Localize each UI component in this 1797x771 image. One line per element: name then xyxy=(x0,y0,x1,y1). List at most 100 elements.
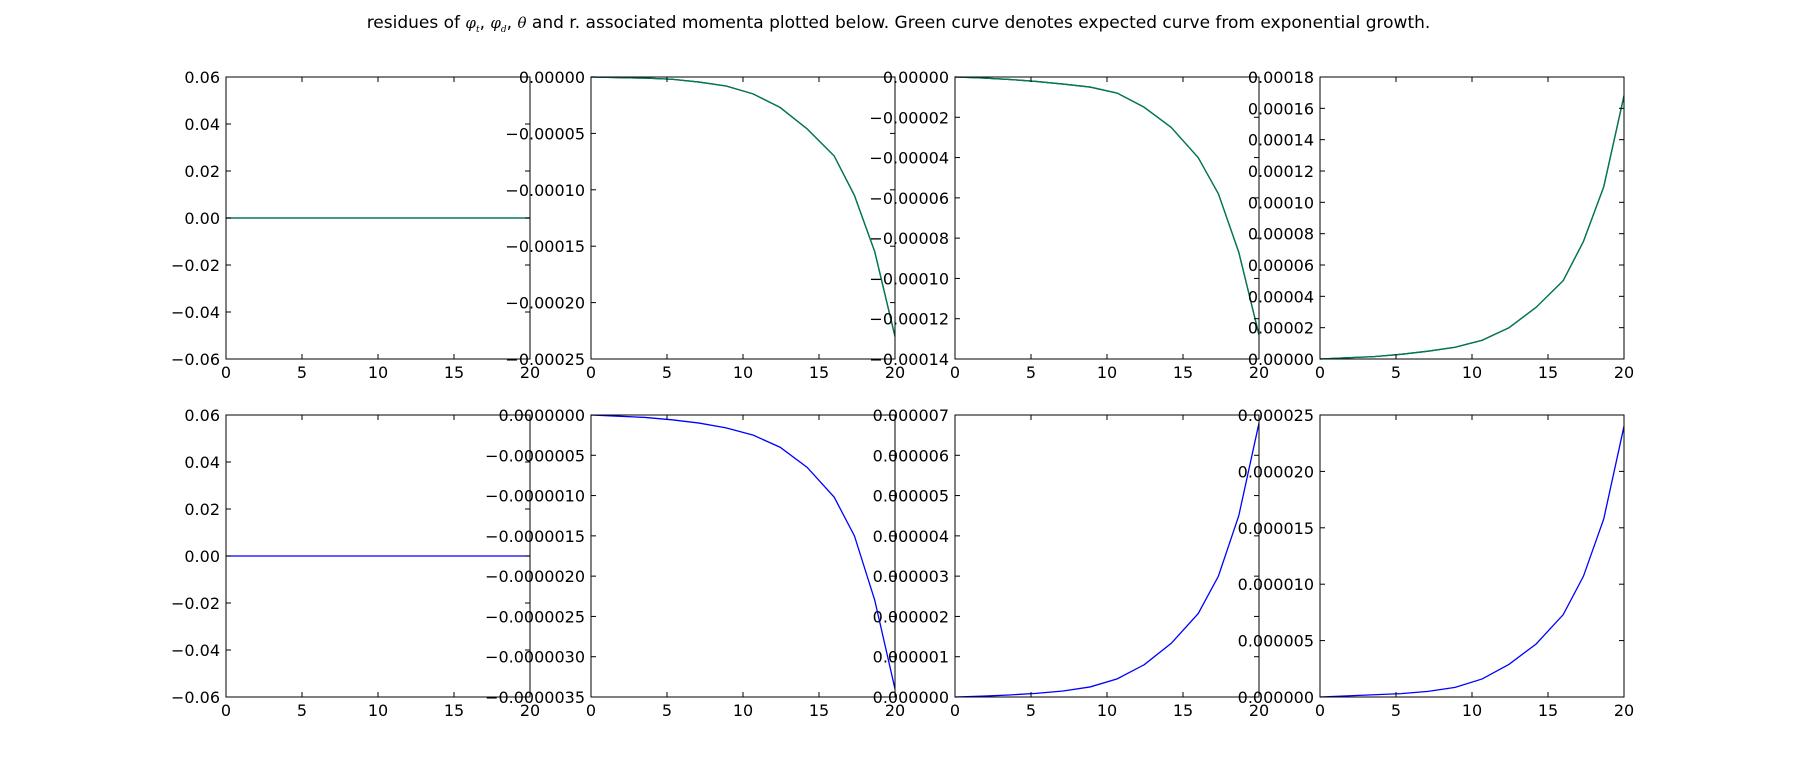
figure-title: residues of φt, φd, θ and r. associated … xyxy=(0,13,1797,35)
y-tick-label: 0.000025 xyxy=(1238,406,1314,425)
y-tick-label: −0.00008 xyxy=(869,229,949,248)
subplot-r0-c2: 0 5 10 15 20−0.00014−0.00012−0.00010−0.00008… xyxy=(869,68,1269,382)
x-tick-label: 0 xyxy=(950,701,960,720)
series-line xyxy=(955,76,1259,335)
y-tick-label: 0.00014 xyxy=(1248,131,1314,150)
plot-background xyxy=(1320,415,1624,697)
subplot-r0-c1: 0 5 10 15 20 −0.00025 −0.00020 −0.00015 −0.00010… xyxy=(505,68,905,382)
x-tick-label: 0 xyxy=(1315,363,1325,382)
series-line xyxy=(1320,426,1624,698)
y-tick-label: 0.000007 xyxy=(873,406,949,425)
x-tick-label: 0 xyxy=(586,701,596,720)
y-tick-label: −0.0000030 xyxy=(485,648,585,667)
plot-background xyxy=(955,77,1259,359)
x-tick-label: 5 xyxy=(1391,363,1401,382)
x-tick-label: 0 xyxy=(950,363,960,382)
x-tick-label: 10 xyxy=(733,363,753,382)
y-tick-label: 0.00016 xyxy=(1248,99,1314,118)
title-prefix: residues of xyxy=(366,13,466,33)
phi-symbol: φt xyxy=(465,14,480,35)
x-tick-label: 15 xyxy=(444,363,464,382)
x-tick-label: 0 xyxy=(221,363,231,382)
subplot-r1-c0: 0 5 10 15 20 −0.06 −0.04 −0.02 0.00 0.02 0.04 0.06 xyxy=(171,406,540,720)
plot-background xyxy=(591,415,895,697)
x-tick-label: 5 xyxy=(662,363,672,382)
y-tick-label: −0.00010 xyxy=(869,269,949,288)
x-tick-label: 10 xyxy=(1462,363,1482,382)
y-tick-label: 0.000000 xyxy=(873,688,949,707)
y-tick-label: −0.00004 xyxy=(869,149,949,168)
series-line xyxy=(591,414,895,690)
x-tick-label: 20 xyxy=(885,701,905,720)
y-tick-label: −0.0000025 xyxy=(485,607,585,626)
y-tick-label: −0.0000010 xyxy=(485,487,585,506)
x-tick-label: 5 xyxy=(1391,701,1401,720)
y-tick-label: 0.000004 xyxy=(873,527,949,546)
subplot-r1-c3: 0 5 10 15 200.0000000.0000050.0000100.000015… xyxy=(1238,406,1635,720)
x-tick-label: 10 xyxy=(1462,701,1482,720)
title-separator: , xyxy=(479,13,491,33)
y-tick-label: −0.00020 xyxy=(505,294,585,313)
y-tick-label: 0.000005 xyxy=(873,487,949,506)
y-tick-label: 0.00 xyxy=(184,547,220,566)
x-tick-label: 0 xyxy=(1315,701,1325,720)
y-tick-label: 0.0000000 xyxy=(498,406,585,425)
subplot-r0-c3: 0 5 10 15 200.000000.000020.000040.000060.00… xyxy=(1248,68,1634,382)
y-tick-label: −0.0000020 xyxy=(485,567,585,586)
x-tick-label: 0 xyxy=(586,363,596,382)
y-tick-label: 0.00000 xyxy=(519,68,585,87)
y-tick-label: −0.00010 xyxy=(505,181,585,200)
y-tick-label: 0.00 xyxy=(184,209,220,228)
y-tick-label: −0.02 xyxy=(171,594,220,613)
x-tick-label: 10 xyxy=(1097,701,1117,720)
y-tick-label: −0.06 xyxy=(171,688,220,707)
y-tick-label: 0.00010 xyxy=(1248,193,1314,212)
y-tick-label: 0.000005 xyxy=(1238,632,1314,651)
x-tick-label: 5 xyxy=(1026,701,1036,720)
subplot-r1-c2: 0 5 10 15 200.0000000.0000010.0000020.000003… xyxy=(873,406,1270,720)
title-separator: , xyxy=(506,13,518,33)
y-tick-label: −0.00006 xyxy=(869,189,949,208)
y-tick-label: 0.00018 xyxy=(1248,68,1314,87)
x-tick-label: 5 xyxy=(297,363,307,382)
x-tick-label: 20 xyxy=(1249,363,1269,382)
y-tick-label: −0.06 xyxy=(171,350,220,369)
y-tick-label: 0.06 xyxy=(184,406,220,425)
y-tick-label: 0.00004 xyxy=(1248,287,1314,306)
y-tick-label: −0.00012 xyxy=(869,310,949,329)
y-tick-label: 0.00006 xyxy=(1248,256,1314,275)
title-suffix: and r. associated momenta plotted below.… xyxy=(526,13,1431,33)
y-tick-label: 0.02 xyxy=(184,162,220,181)
x-tick-label: 10 xyxy=(368,363,388,382)
y-tick-label: 0.04 xyxy=(184,453,220,472)
y-tick-label: −0.00014 xyxy=(869,350,949,369)
y-tick-label: −0.0000005 xyxy=(485,446,585,465)
x-tick-label: 10 xyxy=(733,701,753,720)
y-tick-label: 0.000000 xyxy=(1238,688,1314,707)
x-tick-label: 20 xyxy=(1614,363,1634,382)
x-tick-label: 15 xyxy=(809,701,829,720)
y-tick-label: 0.00012 xyxy=(1248,162,1314,181)
y-tick-label: −0.00005 xyxy=(505,124,585,143)
y-tick-label: −0.00015 xyxy=(505,237,585,256)
y-tick-label: −0.04 xyxy=(171,641,220,660)
x-tick-label: 15 xyxy=(809,363,829,382)
plot-background xyxy=(1320,77,1624,359)
subplot-r1-c1: 0 5 10 15 20−0.0000035−0.0000030−0.0000025−0… xyxy=(485,406,905,720)
plot-background xyxy=(591,77,895,359)
plot-background xyxy=(955,415,1259,697)
x-tick-label: 15 xyxy=(1173,701,1193,720)
y-tick-label: 0.000006 xyxy=(873,446,949,465)
y-tick-label: −0.02 xyxy=(171,256,220,275)
y-tick-label: 0.00000 xyxy=(1248,350,1314,369)
x-tick-label: 0 xyxy=(221,701,231,720)
series-line xyxy=(591,76,895,337)
subplot-r0-c0: 0 5 10 15 20 −0.06 −0.04 −0.02 0.00 0.02 0.04 0.06 xyxy=(171,68,540,382)
x-tick-label: 20 xyxy=(1614,701,1634,720)
y-tick-label: 0.000001 xyxy=(873,648,949,667)
x-tick-label: 20 xyxy=(885,363,905,382)
y-tick-label: −0.00025 xyxy=(505,350,585,369)
y-tick-label: 0.00000 xyxy=(883,68,949,87)
y-tick-label: 0.000020 xyxy=(1238,462,1314,481)
